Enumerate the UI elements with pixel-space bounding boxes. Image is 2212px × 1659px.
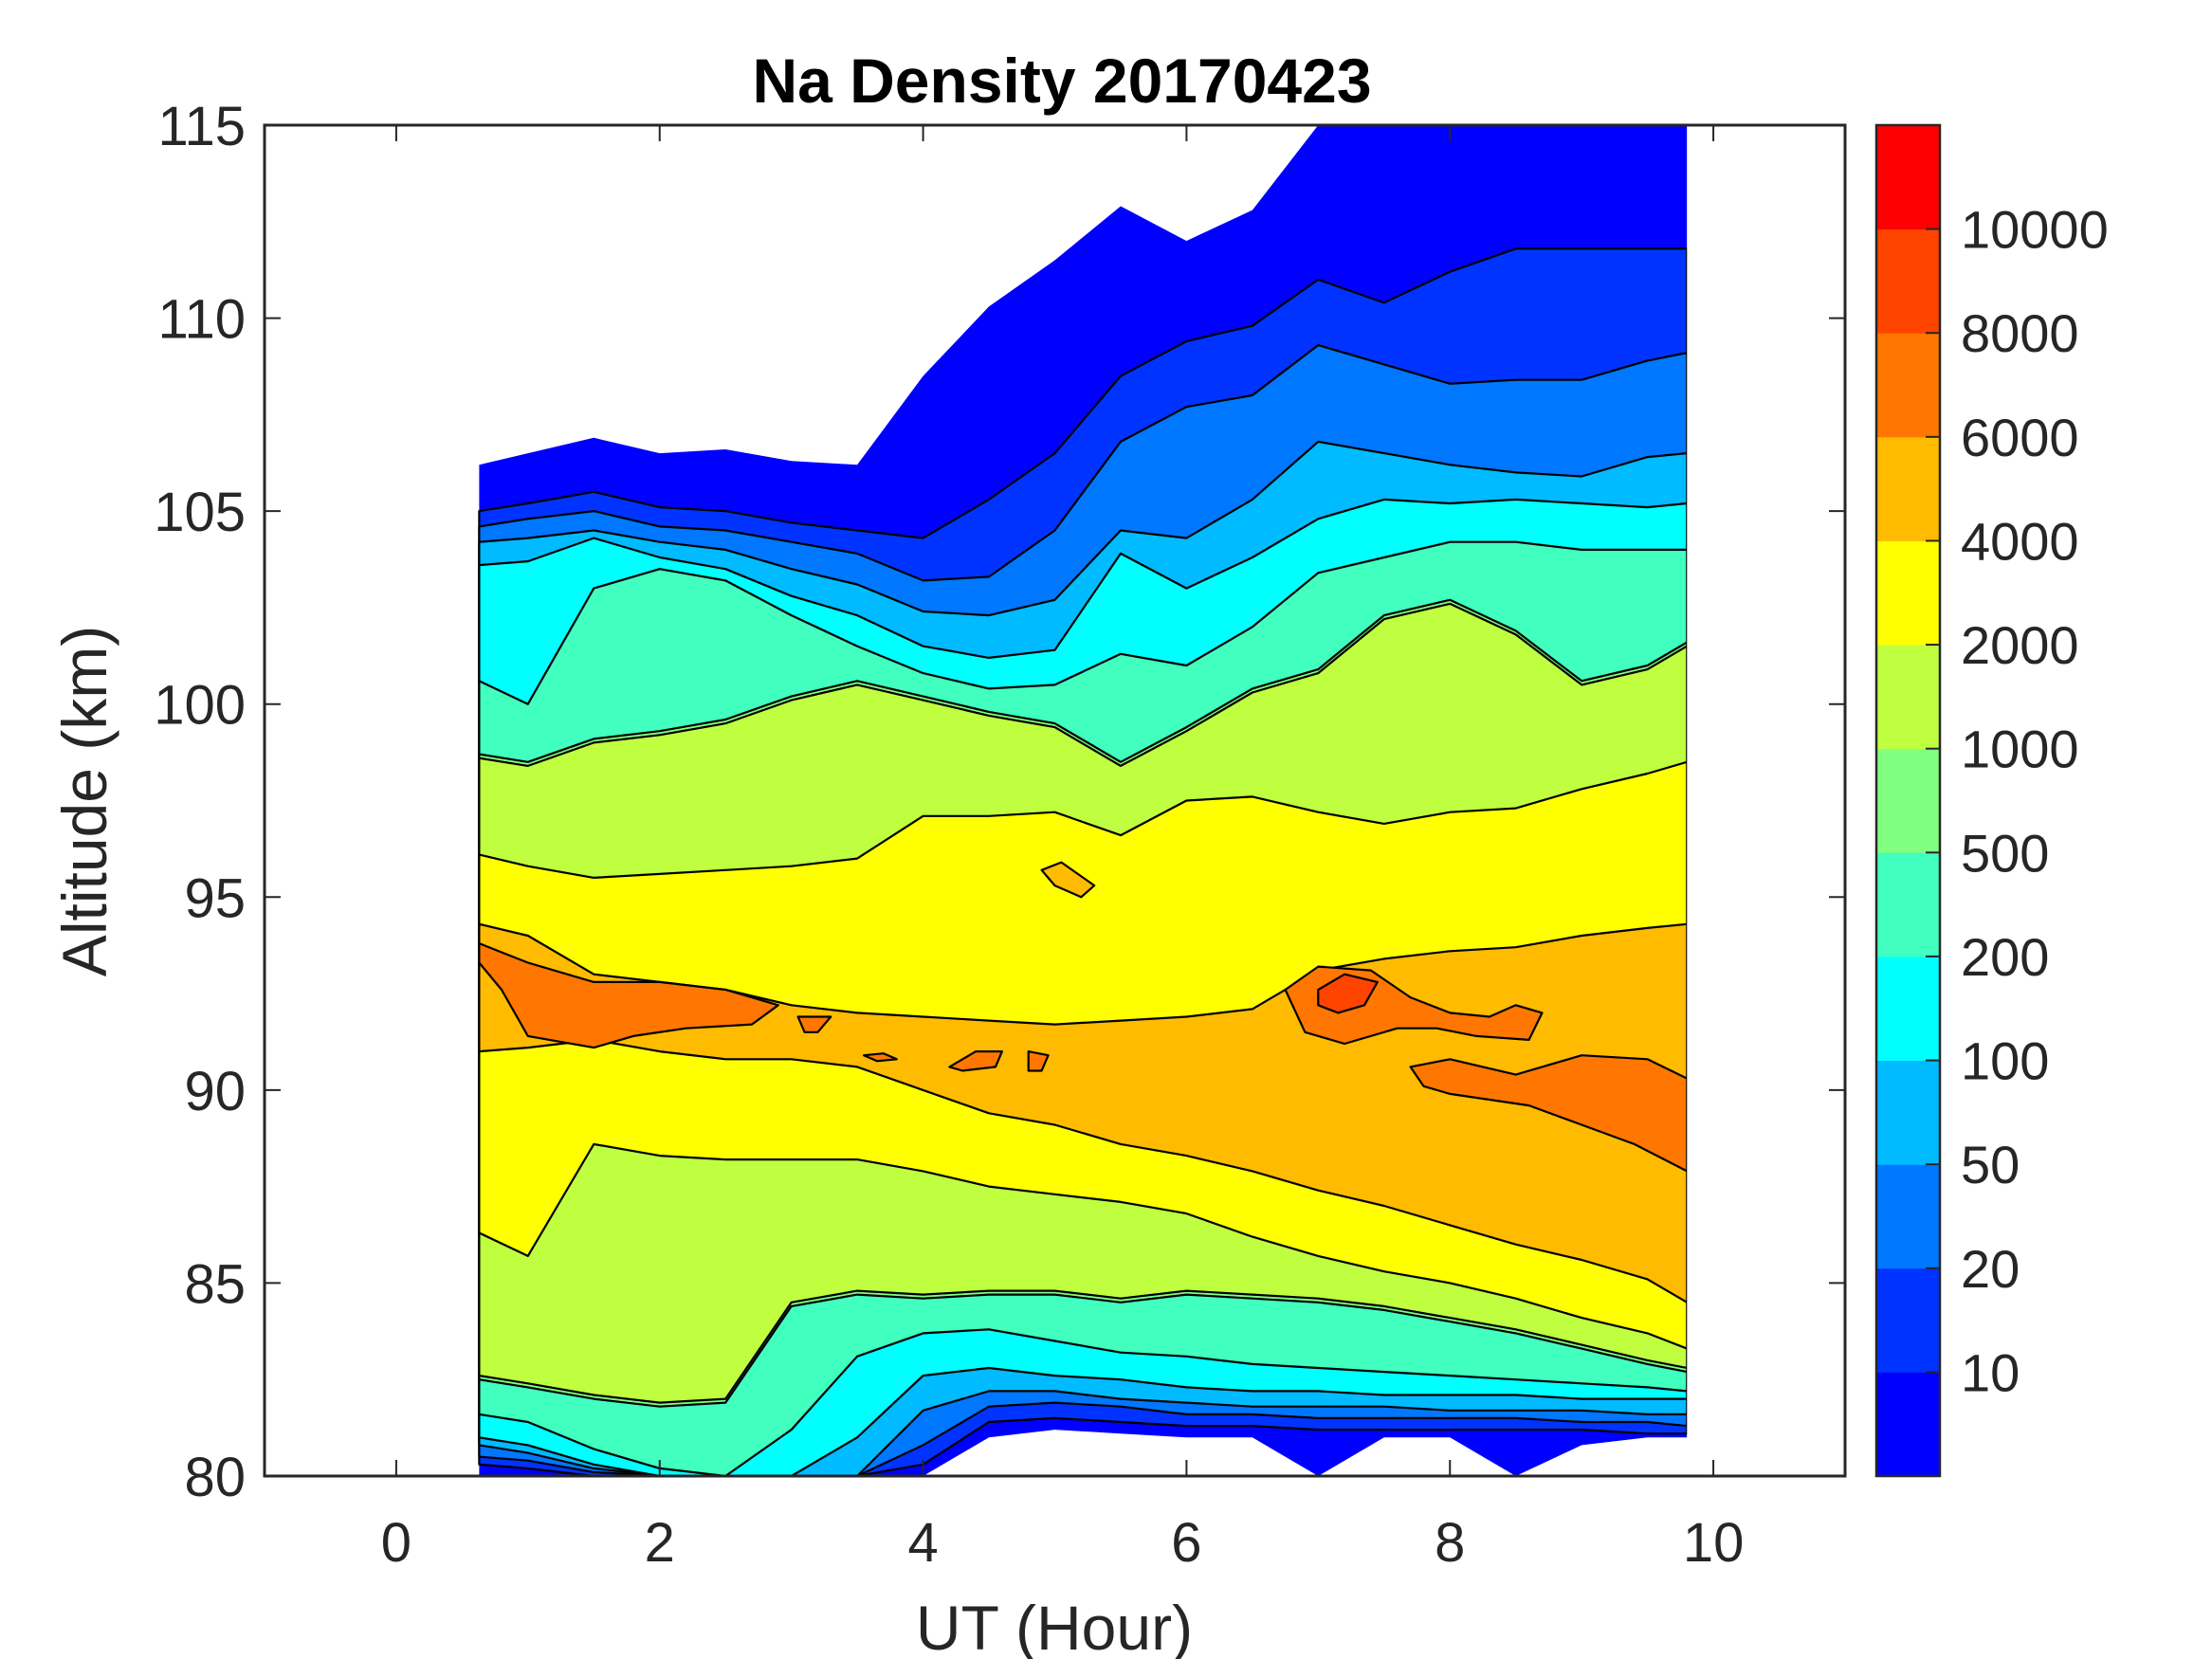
contour-fills bbox=[478, 125, 1690, 1476]
x-tick-label: 8 bbox=[1435, 1512, 1465, 1574]
x-tick-label: 2 bbox=[645, 1512, 675, 1574]
contour-island-4000 bbox=[1040, 861, 1096, 899]
colorbar-tick-label: 4000 bbox=[1961, 511, 2079, 571]
y-tick-label: 80 bbox=[184, 1447, 246, 1508]
contour-island-6000 bbox=[478, 941, 779, 1049]
colorbar-segment bbox=[1876, 1060, 1940, 1165]
contour-island-6000 bbox=[862, 1052, 898, 1063]
colorbar-segment bbox=[1876, 436, 1940, 541]
colorbar: 10 20 50 100 200 500 1000 2000 4000 6000 8000 10000 bbox=[1874, 123, 2109, 1478]
x-tick-label: 4 bbox=[907, 1512, 938, 1574]
x-tick-label: 6 bbox=[1171, 1512, 1201, 1574]
y-tick-label: 110 bbox=[158, 289, 246, 351]
colorbar-tick-label: 10000 bbox=[1961, 200, 2109, 260]
plot-frame bbox=[263, 123, 1847, 1478]
colorbar-tick-label: 8000 bbox=[1961, 303, 2079, 363]
chart-title: Na Density 20170423 bbox=[752, 46, 1371, 116]
contour-island-6000 bbox=[796, 1015, 832, 1033]
colorbar-segment bbox=[1876, 956, 1940, 1062]
colorbar-tick-label: 1000 bbox=[1961, 720, 2079, 779]
y-tick-label: 100 bbox=[154, 675, 246, 737]
y-tick-label: 90 bbox=[184, 1061, 246, 1122]
y-axis-ticks: 80 85 90 95 100 105 110 115 bbox=[154, 96, 1845, 1508]
contour-island-6000 bbox=[1027, 1049, 1050, 1072]
colorbar-tick-label: 100 bbox=[1961, 1031, 2049, 1091]
colorbar-segment bbox=[1876, 540, 1940, 646]
colorbar-segment bbox=[1876, 645, 1940, 750]
x-tick-label: 10 bbox=[1683, 1512, 1745, 1574]
colorbar-segment bbox=[1876, 1372, 1940, 1477]
colorbar-frame bbox=[1874, 123, 1942, 1478]
y-tick-label: 95 bbox=[184, 867, 246, 929]
colorbar-segment bbox=[1876, 333, 1940, 438]
contour-island-8000 bbox=[1317, 973, 1379, 1014]
y-axis-label: Altitude (km) bbox=[49, 626, 119, 976]
contour-island-6000 bbox=[948, 1049, 1004, 1072]
x-tick-label: 0 bbox=[381, 1512, 411, 1574]
colorbar-segment bbox=[1876, 1164, 1940, 1269]
colorbar-tick-label: 6000 bbox=[1961, 408, 2079, 467]
colorbar-segment bbox=[1876, 228, 1940, 334]
colorbar-tick-label: 20 bbox=[1961, 1239, 2020, 1299]
colorbar-tick-label: 10 bbox=[1961, 1342, 2020, 1402]
colorbar-tick-label: 200 bbox=[1961, 927, 2049, 987]
y-tick-label: 105 bbox=[154, 482, 246, 543]
colorbar-segment bbox=[1876, 125, 1940, 230]
colorbar-segment bbox=[1876, 748, 1940, 853]
colorbar-segment bbox=[1876, 1267, 1940, 1373]
x-axis-label: UT (Hour) bbox=[916, 1593, 1193, 1659]
y-tick-label: 115 bbox=[158, 96, 246, 157]
colorbar-tick-label: 2000 bbox=[1961, 615, 2079, 675]
colorbar-segment bbox=[1876, 852, 1940, 957]
colorbar-tick-label: 50 bbox=[1961, 1135, 2020, 1194]
y-tick-label: 85 bbox=[184, 1253, 246, 1315]
x-axis-ticks: 0 2 4 6 8 10 bbox=[381, 125, 1745, 1574]
colorbar-tick-label: 500 bbox=[1961, 823, 2049, 883]
